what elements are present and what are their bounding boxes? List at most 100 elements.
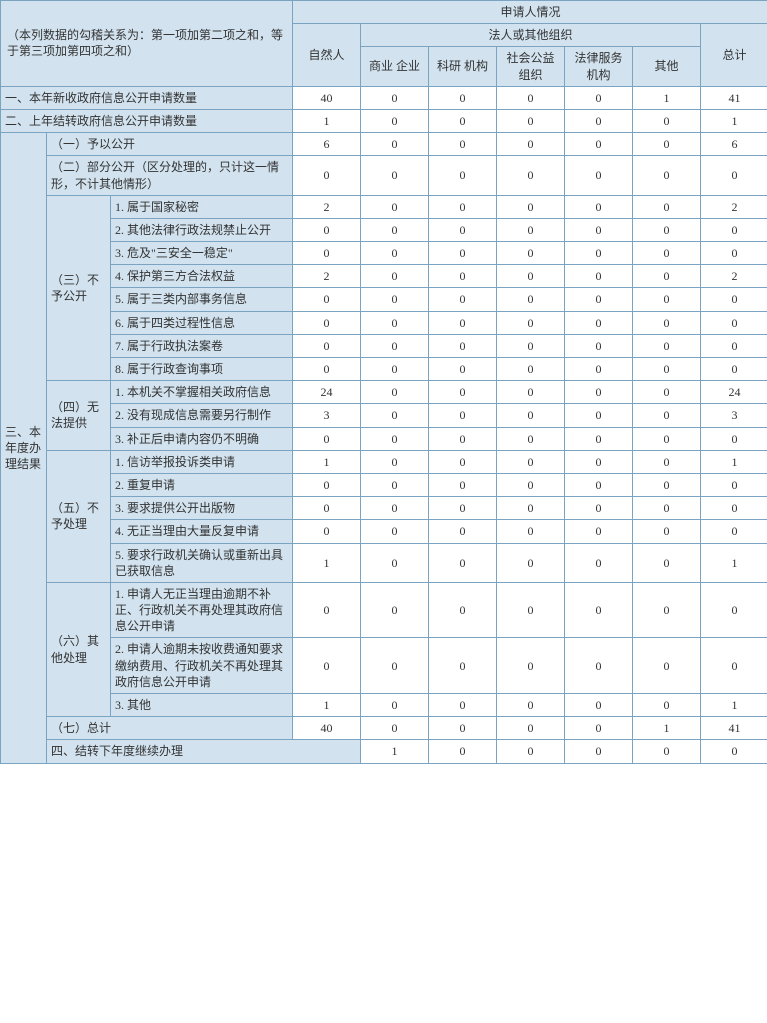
cell: 0 bbox=[429, 582, 497, 638]
cell: 0 bbox=[429, 638, 497, 694]
cell: 0 bbox=[361, 638, 429, 694]
row3-3-label: （三）不予公开 bbox=[47, 195, 111, 381]
cell: 0 bbox=[565, 242, 633, 265]
cell: 0 bbox=[429, 381, 497, 404]
cell: 0 bbox=[497, 195, 565, 218]
row3-7-label: （七）总计 bbox=[47, 717, 293, 740]
cell: 40 bbox=[293, 717, 361, 740]
cell: 1 bbox=[293, 109, 361, 132]
cell: 0 bbox=[293, 497, 361, 520]
cell: 0 bbox=[633, 265, 701, 288]
cell: 0 bbox=[565, 288, 633, 311]
cell: 0 bbox=[293, 218, 361, 241]
col-legal-service: 法律服务 机构 bbox=[565, 47, 633, 86]
cell: 0 bbox=[565, 638, 633, 694]
cell: 0 bbox=[429, 694, 497, 717]
cell: 0 bbox=[497, 265, 565, 288]
row3-6-3-label: 3. 其他 bbox=[111, 694, 293, 717]
cell: 0 bbox=[633, 218, 701, 241]
cell: 0 bbox=[497, 717, 565, 740]
cell: 0 bbox=[429, 265, 497, 288]
cell: 0 bbox=[497, 381, 565, 404]
cell: 40 bbox=[293, 86, 361, 109]
cell: 0 bbox=[565, 218, 633, 241]
cell: 0 bbox=[701, 427, 767, 450]
cell: 0 bbox=[701, 288, 767, 311]
cell: 0 bbox=[565, 358, 633, 381]
cell: 0 bbox=[293, 358, 361, 381]
cell: 24 bbox=[293, 381, 361, 404]
row3-5-5-label: 5. 要求行政机关确认或重新出具已获取信息 bbox=[111, 543, 293, 582]
cell: 0 bbox=[565, 427, 633, 450]
cell: 0 bbox=[701, 334, 767, 357]
row3-6-label: （六）其他处理 bbox=[47, 582, 111, 716]
cell: 6 bbox=[701, 133, 767, 156]
cell: 0 bbox=[497, 450, 565, 473]
row3-5-4-label: 4. 无正当理由大量反复申请 bbox=[111, 520, 293, 543]
cell: 0 bbox=[361, 427, 429, 450]
cell: 0 bbox=[429, 497, 497, 520]
cell: 0 bbox=[633, 311, 701, 334]
cell: 0 bbox=[497, 404, 565, 427]
cell: 2 bbox=[701, 195, 767, 218]
cell: 0 bbox=[429, 311, 497, 334]
applicant-header: 申请人情况 bbox=[293, 1, 767, 24]
cell: 0 bbox=[633, 740, 701, 763]
row3-4-1-label: 1. 本机关不掌握相关政府信息 bbox=[111, 381, 293, 404]
row3-5-3-label: 3. 要求提供公开出版物 bbox=[111, 497, 293, 520]
cell: 0 bbox=[429, 195, 497, 218]
cell: 0 bbox=[361, 242, 429, 265]
cell: 0 bbox=[497, 156, 565, 195]
row1-label: 一、本年新收政府信息公开申请数量 bbox=[1, 86, 293, 109]
cell: 0 bbox=[633, 404, 701, 427]
cell: 0 bbox=[293, 156, 361, 195]
cell: 0 bbox=[565, 381, 633, 404]
cell: 0 bbox=[565, 543, 633, 582]
cell: 0 bbox=[361, 86, 429, 109]
cell: 0 bbox=[565, 717, 633, 740]
cell: 3 bbox=[701, 404, 767, 427]
row3-5-2-label: 2. 重复申请 bbox=[111, 473, 293, 496]
col-other: 其他 bbox=[633, 47, 701, 86]
cell: 0 bbox=[633, 288, 701, 311]
col-research: 科研 机构 bbox=[429, 47, 497, 86]
row3-6-1-label: 1. 申请人无正当理由逾期不补正、行政机关不再处理其政府信息公开申请 bbox=[111, 582, 293, 638]
cell: 0 bbox=[565, 740, 633, 763]
row3-3-7-label: 7. 属于行政执法案卷 bbox=[111, 334, 293, 357]
cell: 0 bbox=[361, 717, 429, 740]
cell: 1 bbox=[293, 543, 361, 582]
row3-3-8-label: 8. 属于行政查询事项 bbox=[111, 358, 293, 381]
cell: 0 bbox=[633, 381, 701, 404]
cell: 0 bbox=[565, 334, 633, 357]
cell: 0 bbox=[429, 450, 497, 473]
cell: 0 bbox=[633, 694, 701, 717]
cell: 0 bbox=[497, 218, 565, 241]
cell: 0 bbox=[633, 242, 701, 265]
cell: 0 bbox=[497, 242, 565, 265]
col-natural-person: 自然人 bbox=[293, 24, 361, 87]
cell: 6 bbox=[293, 133, 361, 156]
cell: 0 bbox=[633, 133, 701, 156]
cell: 0 bbox=[497, 638, 565, 694]
cell: 1 bbox=[701, 694, 767, 717]
cell: 0 bbox=[293, 582, 361, 638]
cell: 0 bbox=[429, 717, 497, 740]
cell: 0 bbox=[429, 109, 497, 132]
cell: 0 bbox=[565, 133, 633, 156]
cell: 2 bbox=[701, 265, 767, 288]
cell: 0 bbox=[497, 358, 565, 381]
cell: 0 bbox=[633, 543, 701, 582]
cell: 0 bbox=[633, 520, 701, 543]
cell: 0 bbox=[565, 404, 633, 427]
cell: 1 bbox=[293, 694, 361, 717]
cell: 0 bbox=[361, 450, 429, 473]
cell: 0 bbox=[361, 334, 429, 357]
cell: 0 bbox=[497, 694, 565, 717]
row3-2-label: （二）部分公开（区分处理的，只计这一情形，不计其他情形） bbox=[47, 156, 293, 195]
relationship-note: （本列数据的勾稽关系为：第一项加第二项之和，等于第三项加第四项之和） bbox=[1, 1, 293, 87]
cell: 0 bbox=[565, 694, 633, 717]
cell: 0 bbox=[497, 427, 565, 450]
row3-3-6-label: 6. 属于四类过程性信息 bbox=[111, 311, 293, 334]
cell: 0 bbox=[497, 543, 565, 582]
cell: 0 bbox=[429, 133, 497, 156]
